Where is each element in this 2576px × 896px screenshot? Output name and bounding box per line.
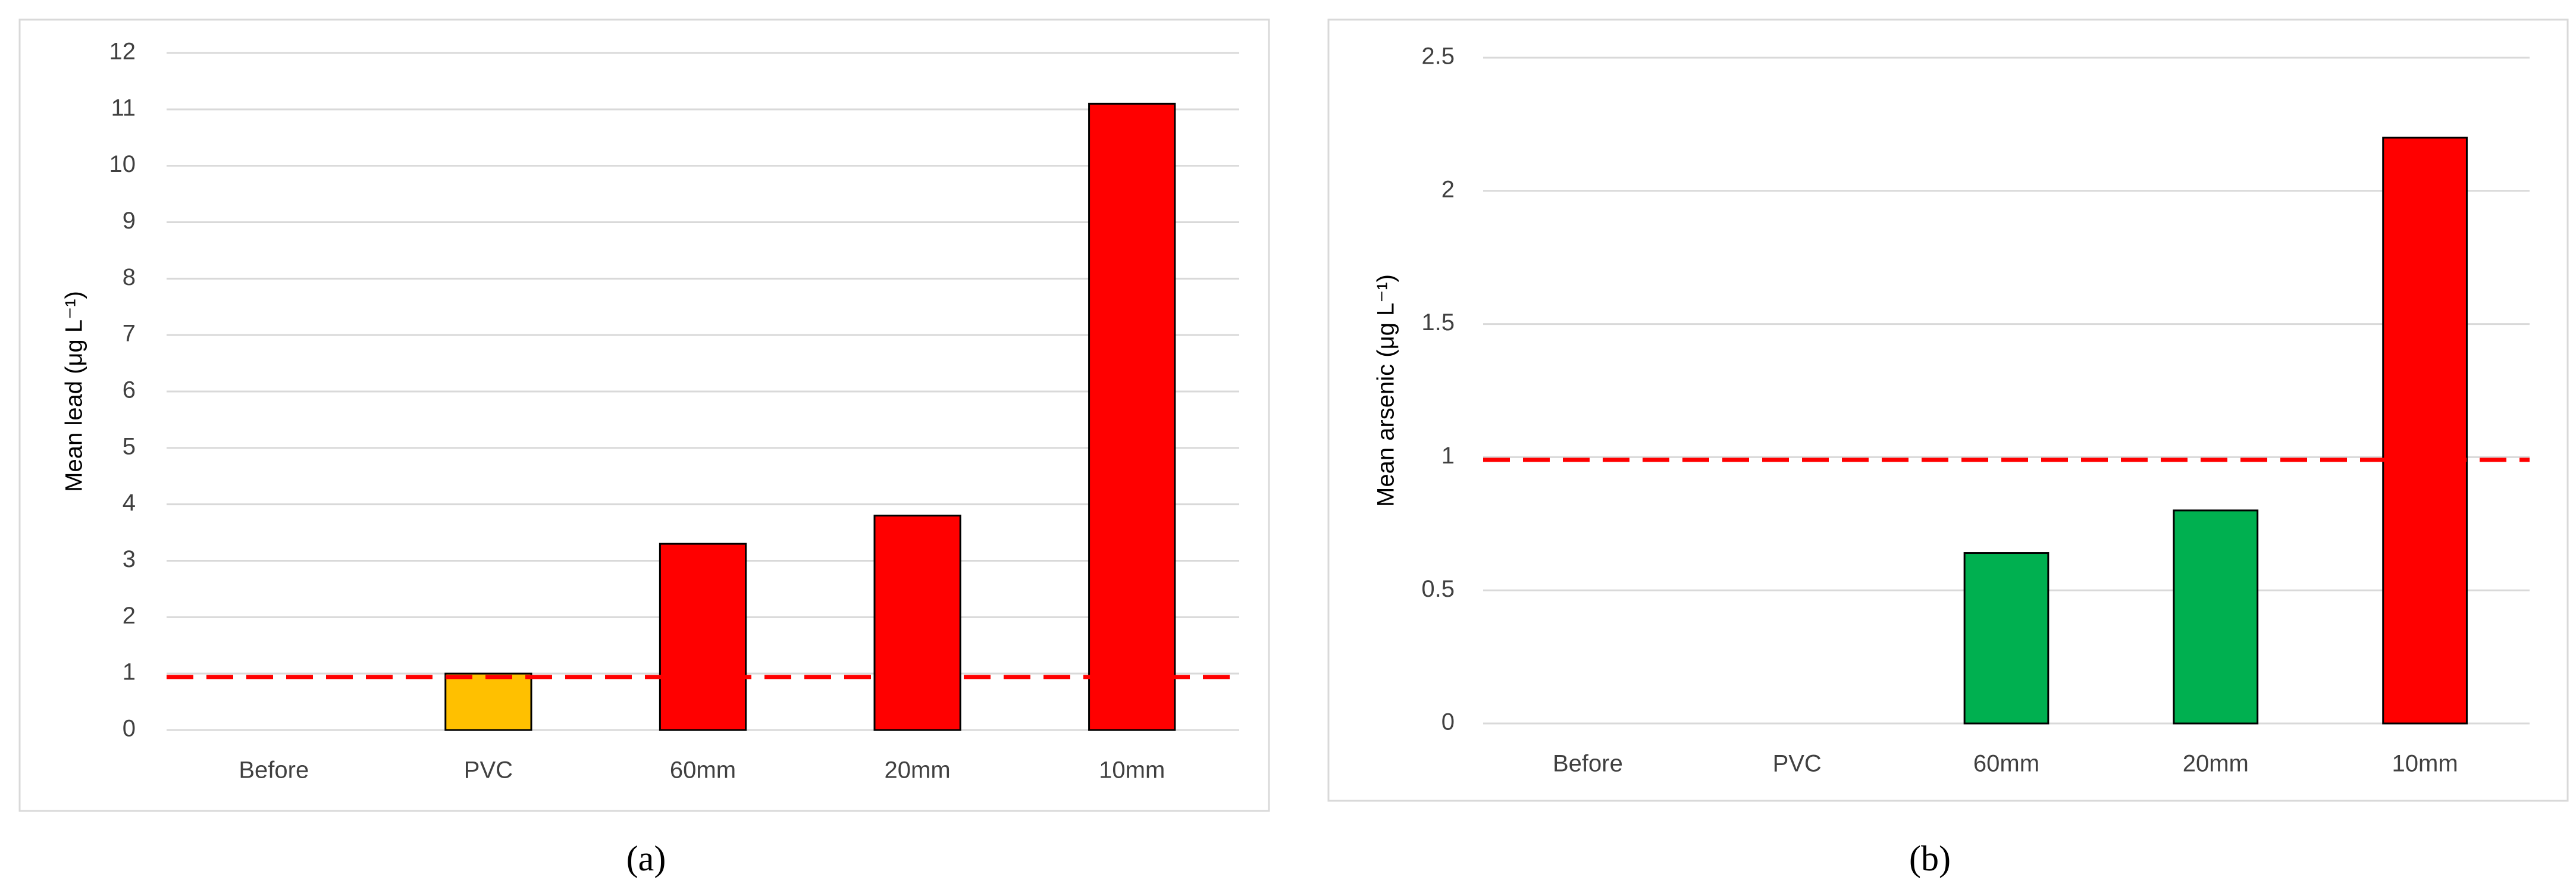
bar bbox=[2173, 509, 2259, 725]
y-tick-label: 1.5 bbox=[1421, 309, 1455, 336]
y-tick-label: 12 bbox=[109, 39, 136, 65]
y-tick-label: 7 bbox=[123, 321, 136, 347]
x-tick-label: 20mm bbox=[885, 757, 951, 784]
x-tick-label: PVC bbox=[1773, 751, 1822, 777]
y-tick-label: 8 bbox=[123, 264, 136, 290]
y-tick-label: 11 bbox=[111, 95, 136, 121]
y-tick-label: 1 bbox=[1441, 443, 1455, 469]
y-tick-label: 2 bbox=[123, 603, 136, 629]
bar bbox=[1963, 552, 2049, 725]
x-tick-label: Before bbox=[1553, 751, 1623, 777]
x-tick-label: 20mm bbox=[2183, 751, 2249, 777]
bar bbox=[659, 543, 747, 731]
x-tick-label: Before bbox=[239, 757, 309, 784]
y-tick-label: 0.5 bbox=[1421, 576, 1455, 602]
y-tick-label: 3 bbox=[123, 546, 136, 572]
y-tick-label: 0 bbox=[123, 716, 136, 742]
x-tick-label: 10mm bbox=[1099, 757, 1165, 784]
y-tick-label: 1 bbox=[123, 659, 136, 685]
bar bbox=[873, 515, 961, 731]
panel-label: (b) bbox=[1909, 839, 1951, 878]
y-tick-label: 5 bbox=[123, 433, 136, 459]
y-tick-label: 9 bbox=[123, 208, 136, 234]
x-tick-label: 60mm bbox=[670, 757, 736, 784]
y-tick-label: 2.5 bbox=[1421, 43, 1455, 70]
chart-frame bbox=[18, 18, 1270, 812]
chart-frame bbox=[1327, 18, 2569, 802]
y-tick-label: 4 bbox=[123, 490, 136, 516]
x-tick-label: 10mm bbox=[2392, 751, 2458, 777]
x-tick-label: 60mm bbox=[1973, 751, 2039, 777]
bar bbox=[2382, 136, 2468, 725]
y-axis-label: Mean arsenic (μg L⁻¹) bbox=[1373, 274, 1399, 507]
y-tick-label: 2 bbox=[1441, 176, 1455, 202]
panel-label: (a) bbox=[626, 839, 666, 878]
y-tick-label: 10 bbox=[109, 151, 136, 177]
y-axis-label: Mean lead (μg L⁻¹) bbox=[61, 291, 87, 492]
bar bbox=[444, 672, 532, 731]
y-tick-label: 6 bbox=[123, 377, 136, 403]
bar bbox=[1088, 102, 1176, 731]
y-tick-label: 0 bbox=[1441, 709, 1455, 735]
x-tick-label: PVC bbox=[464, 757, 513, 784]
